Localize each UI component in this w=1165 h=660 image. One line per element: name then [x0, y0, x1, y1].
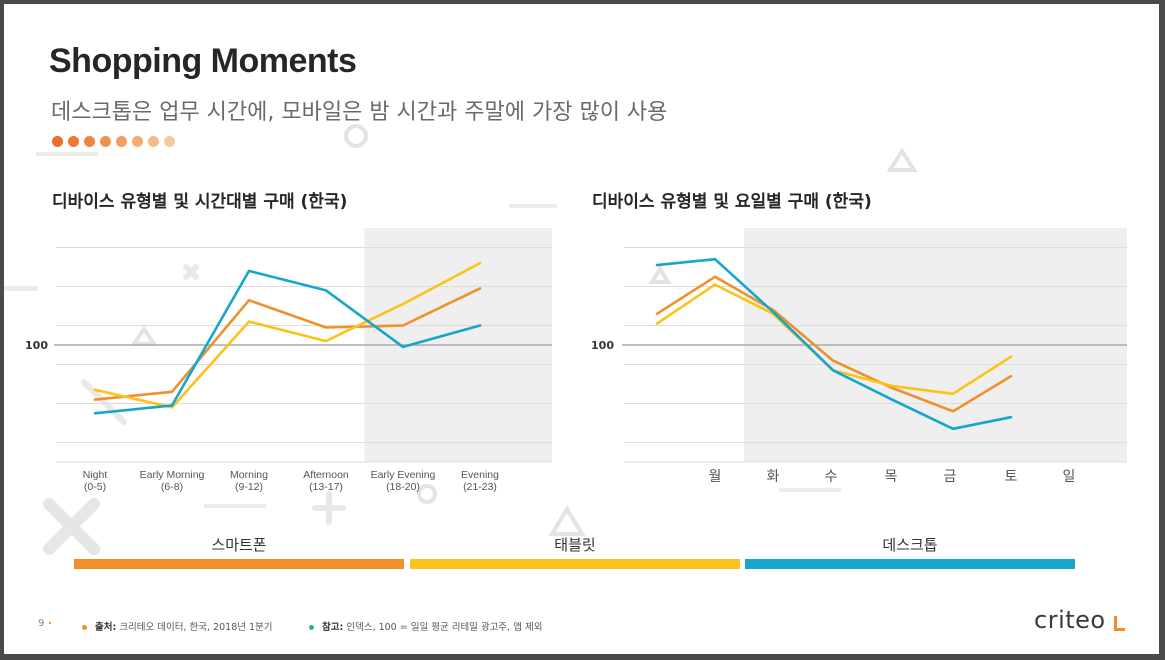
series-line	[93, 287, 482, 401]
deco-dash	[204, 504, 266, 508]
series-line	[655, 257, 1013, 431]
note-text: 인덱스, 100 = 일일 평균 리테일 광고주, 앱 제외	[346, 622, 543, 633]
x-tick-sublabel: (9-12)	[235, 481, 263, 493]
progress-dot	[148, 136, 159, 147]
deco-triangle-icon	[648, 265, 672, 284]
x-tick-sublabel: (13-17)	[309, 481, 343, 493]
x-tick-label: Morning	[230, 469, 268, 481]
chart-title-hourly: 디바이스 유형별 및 시간대별 구매 (한국)	[52, 192, 348, 212]
x-tick-label: 수	[825, 469, 838, 485]
deco-line-icon	[81, 379, 127, 425]
weekday-line-chart: 100 월 화 수 목 금 토 일	[591, 228, 1127, 485]
series-line	[93, 261, 482, 409]
x-tick-sublabel: (0-5)	[84, 481, 106, 493]
slide: Shopping Moments 데스크톱은 업무 시간에, 모바일은 밤 시간…	[4, 4, 1159, 654]
page-title: Shopping Moments	[49, 42, 357, 80]
y-tick-label: 100	[591, 339, 614, 352]
series-line	[93, 269, 482, 415]
x-tick-label: Evening	[461, 469, 499, 481]
page-number-dot: •	[47, 619, 53, 628]
x-tick-sublabel: (21-23)	[463, 481, 497, 493]
source-label: 출처:	[95, 622, 117, 633]
legend-label-desktop: 데스크톱	[882, 536, 938, 554]
y-tick-label: 100	[25, 339, 48, 352]
deco-dash	[4, 286, 38, 291]
source-dot-icon	[82, 625, 87, 630]
x-tick-sublabel: (18-20)	[386, 481, 420, 493]
deco-dash	[779, 488, 841, 492]
progress-dot	[164, 136, 175, 147]
x-tick-label: 토	[1005, 469, 1018, 485]
note-label: 참고:	[322, 622, 344, 633]
legend-bar-desktop	[745, 559, 1075, 569]
x-tick-label: Early Morning	[140, 469, 205, 481]
deco-triangle-icon	[130, 325, 158, 346]
deco-triangle-icon	[548, 505, 586, 536]
deco-cross-icon	[43, 498, 100, 555]
page-number: 9 •	[38, 618, 52, 629]
page-subtitle: 데스크톱은 업무 시간에, 모바일은 밤 시간과 주말에 가장 많이 사용	[51, 100, 668, 125]
progress-dot	[100, 136, 111, 147]
x-tick-label: 일	[1063, 469, 1076, 485]
footer-note: 참고: 인덱스, 100 = 일일 평균 리테일 광고주, 앱 제외	[309, 619, 542, 633]
legend-label-smartphone: 스마트폰	[211, 536, 267, 554]
x-tick-label: 목	[885, 469, 898, 485]
deco-cross-icon	[183, 264, 199, 280]
series-line	[655, 275, 1013, 413]
x-tick-label: 금	[944, 469, 957, 485]
x-tick-label: 월	[709, 469, 722, 485]
progress-dot	[84, 136, 95, 147]
legend-bar-smartphone	[74, 559, 404, 569]
page-number-text: 9	[38, 618, 45, 629]
criteo-logo-mark-icon	[1114, 616, 1125, 631]
note-dot-icon	[309, 625, 314, 630]
hourly-line-chart: 100 Night(0-5) Early Morning(6-8) Morning(9…	[25, 228, 552, 493]
progress-dot	[132, 136, 143, 147]
progress-dot	[52, 136, 63, 147]
x-tick-label: Night	[83, 469, 108, 481]
x-tick-label: Early Evening	[371, 469, 436, 481]
source-text: 크리테오 데이터, 한국, 2018년 1분기	[119, 622, 273, 633]
background-decoration	[4, 124, 918, 555]
x-tick-label: 화	[767, 469, 780, 485]
x-tick-label: Afternoon	[303, 469, 349, 481]
legend-label-tablet: 태블릿	[554, 536, 596, 554]
deco-triangle-icon	[886, 147, 918, 172]
criteo-logo: criteo	[1034, 606, 1106, 634]
deco-circle-icon	[344, 124, 368, 148]
progress-dot	[68, 136, 79, 147]
x-tick-sublabel: (6-8)	[161, 481, 183, 493]
legend-bar-tablet	[410, 559, 740, 569]
progress-dot	[116, 136, 127, 147]
footer-source: 출처: 크리테오 데이터, 한국, 2018년 1분기	[82, 619, 273, 633]
deco-circle-icon	[417, 484, 437, 504]
chart-title-weekday: 디바이스 유형별 및 요일별 구매 (한국)	[592, 192, 872, 212]
deco-dash	[36, 152, 98, 156]
deco-dash	[509, 204, 557, 208]
